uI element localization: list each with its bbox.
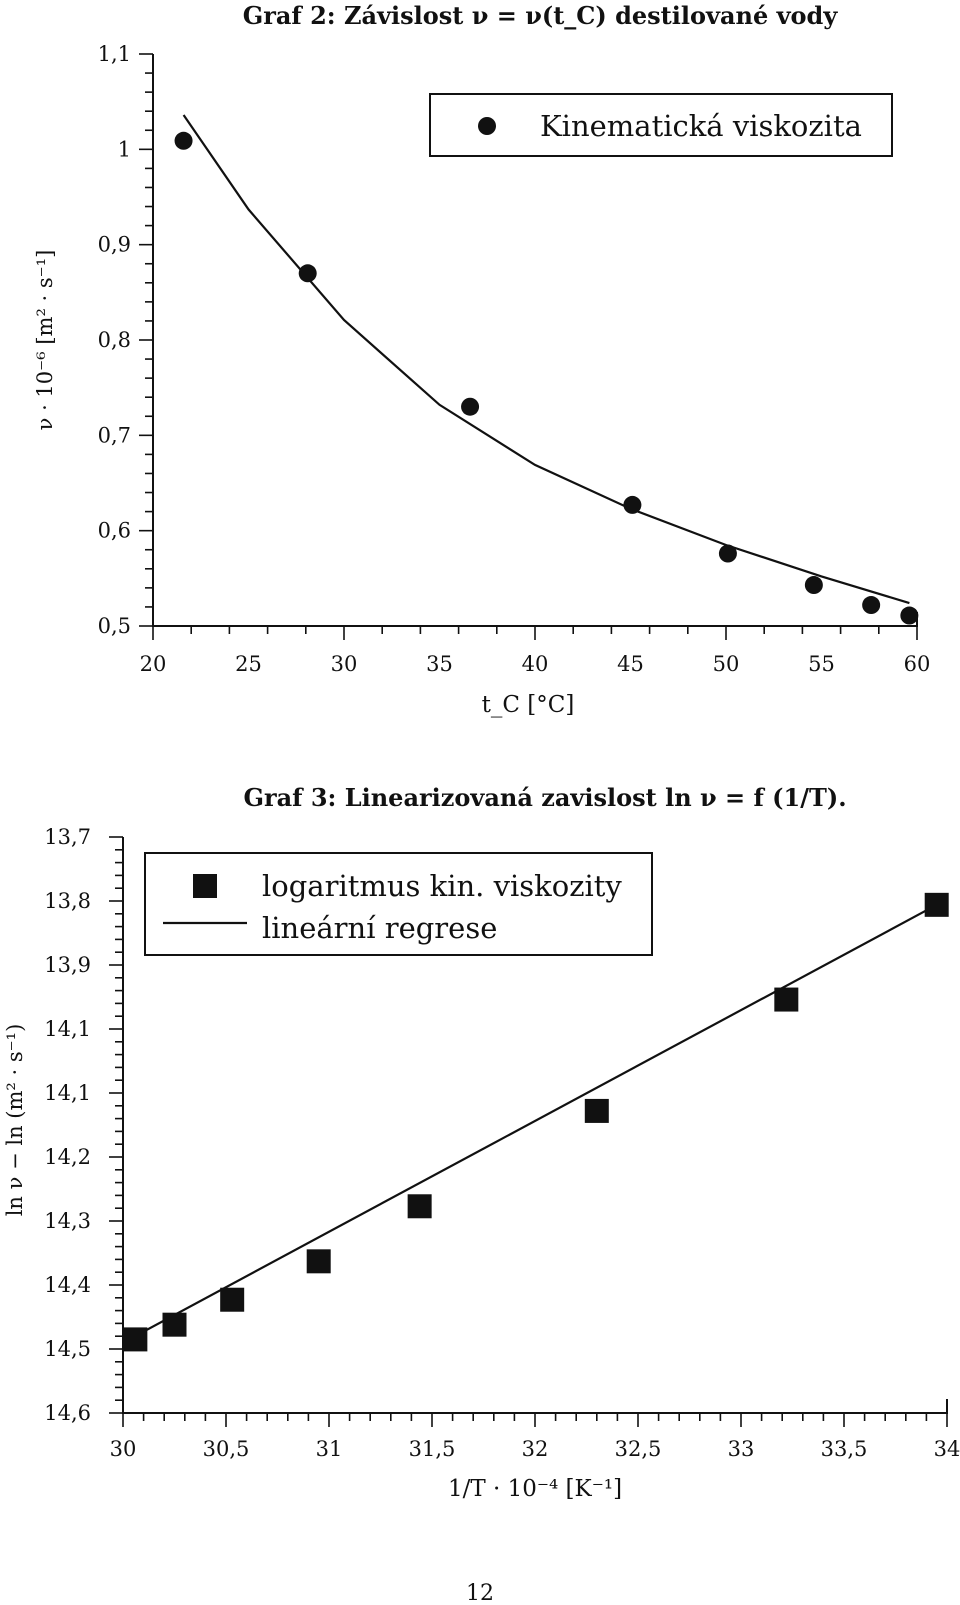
chart1-x-tick-label: 55 [808, 652, 835, 676]
chart1-data-points [174, 131, 919, 625]
chart2-legend-label-line: lineární regrese [262, 911, 497, 945]
chart2-y-tick-label: 14,4 [44, 1273, 91, 1297]
chart1-data-point [900, 606, 919, 625]
chart2-x-tick-label: 31 [316, 1437, 343, 1461]
chart2-data-point [220, 1287, 245, 1312]
chart1-fit-curve [182, 114, 910, 605]
chart1-y-tick-label: 0,7 [98, 423, 131, 447]
chart2-x-axis-label: 1/T · 10⁻⁴ [K⁻¹] [448, 1476, 622, 1502]
chart1-y-tick-label: 1 [118, 137, 131, 161]
chart2-data-point [774, 987, 799, 1012]
chart2-x-tick-label: 30,5 [203, 1437, 250, 1461]
chart2-title: Graf 3: Linearizovaná zavislost ln ν = f… [243, 783, 846, 812]
chart2-y-tick-label: 14,6 [44, 1401, 91, 1425]
chart1-legend-label: Kinematická viskozita [540, 109, 862, 143]
chart1-x-tick-label: 35 [426, 652, 453, 676]
chart1-title: Graf 2: Závislost ν = ν(t_C) destilované… [243, 1, 839, 30]
chart2-y-tick-label: 13,9 [44, 953, 91, 977]
chart-viscosity-vs-temperature: Graf 2: Závislost ν = ν(t_C) destilované… [33, 1, 930, 718]
chart1-data-point [862, 596, 881, 615]
chart1-y-tick-labels: 0,5 0,6 0,7 0,8 0,9 1 1,1 [98, 42, 131, 638]
chart2-legend: logaritmus kin. viskozity lineární regre… [144, 852, 653, 956]
chart1-y-tick-label: 0,5 [98, 614, 131, 638]
chart2-data-point [924, 892, 949, 917]
chart1-x-tick-label: 25 [235, 652, 262, 676]
chart1-x-tick-label: 60 [904, 652, 931, 676]
chart1-legend: Kinematická viskozita [429, 93, 893, 157]
chart2-x-tick-label: 33,5 [821, 1437, 868, 1461]
chart2-x-tick-label: 33 [728, 1437, 755, 1461]
chart1-data-point [623, 495, 642, 514]
chart1-x-tick-label: 40 [522, 652, 549, 676]
chart1-y-tick-label: 0,6 [98, 519, 131, 543]
chart2-y-tick-labels: 13,7 13,8 13,9 14,1 14,1 14,2 14,3 14,4 14,5 14,6 [44, 825, 91, 1425]
chart2-x-tick-label: 32 [522, 1437, 549, 1461]
chart1-x-tick-label: 50 [713, 652, 740, 676]
chart2-x-tick-label: 34 [934, 1437, 960, 1461]
chart2-y-tick-label: 14,1 [44, 1081, 91, 1105]
chart2-y-tick-label: 13,7 [44, 825, 91, 849]
chart2-data-point [123, 1327, 148, 1352]
chart2-y-tick-label: 14,1 [44, 1017, 91, 1041]
chart2-data-point [584, 1098, 609, 1123]
chart1-x-tick-label: 30 [331, 652, 358, 676]
chart1-legend-box [429, 93, 893, 157]
chart1-ticks [139, 53, 918, 640]
chart1-y-tick-label: 0,8 [98, 328, 131, 352]
chart2-x-tick-label: 31,5 [409, 1437, 456, 1461]
chart1-y-axis-label: ν · 10⁻⁶ [m² · s⁻¹] [33, 250, 57, 431]
chart2-y-tick-label: 14,3 [44, 1209, 91, 1233]
chart1-y-tick-label: 0,9 [98, 233, 131, 257]
chart2-legend-label-data: logaritmus kin. viskozity [262, 869, 622, 903]
chart-linearized-log-viscosity: Graf 3: Linearizovaná zavislost ln ν = f… [3, 783, 960, 1502]
chart1-data-point [298, 264, 317, 283]
chart1-x-tick-label: 45 [617, 652, 644, 676]
page-number: 12 [466, 1581, 494, 1605]
chart2-data-points [123, 892, 949, 1352]
chart2-legend-box [144, 852, 653, 956]
chart2-x-tick-label: 30 [110, 1437, 137, 1461]
chart1-x-axis-label: t_C [°C] [482, 692, 575, 718]
chart1-data-point [804, 576, 823, 595]
chart2-y-tick-label: 14,2 [44, 1145, 91, 1169]
chart1-data-point [174, 131, 193, 150]
chart2-data-point [407, 1194, 432, 1219]
chart2-data-point [162, 1312, 187, 1337]
chart1-x-tick-label: 20 [140, 652, 167, 676]
chart2-y-tick-label: 14,5 [44, 1337, 91, 1361]
chart1-data-point [461, 397, 480, 416]
chart1-y-tick-label: 1,1 [98, 42, 131, 66]
chart2-y-tick-label: 13,8 [44, 889, 91, 913]
chart1-legend-marker [478, 117, 496, 135]
chart2-data-point [306, 1249, 331, 1274]
chart1-data-point [718, 544, 737, 563]
chart2-x-tick-labels: 30 30,5 31 31,5 32 32,5 33 33,5 34 [110, 1437, 960, 1461]
chart2-regression-line [122, 903, 938, 1344]
chart1-x-tick-labels: 20 25 30 35 40 45 50 55 60 [140, 652, 931, 676]
chart2-y-axis-label: ln ν − ln (m² · s⁻¹) [3, 1024, 27, 1217]
chart2-ticks [109, 836, 948, 1427]
chart2-legend-square-marker [193, 874, 217, 898]
chart2-x-tick-label: 32,5 [615, 1437, 662, 1461]
